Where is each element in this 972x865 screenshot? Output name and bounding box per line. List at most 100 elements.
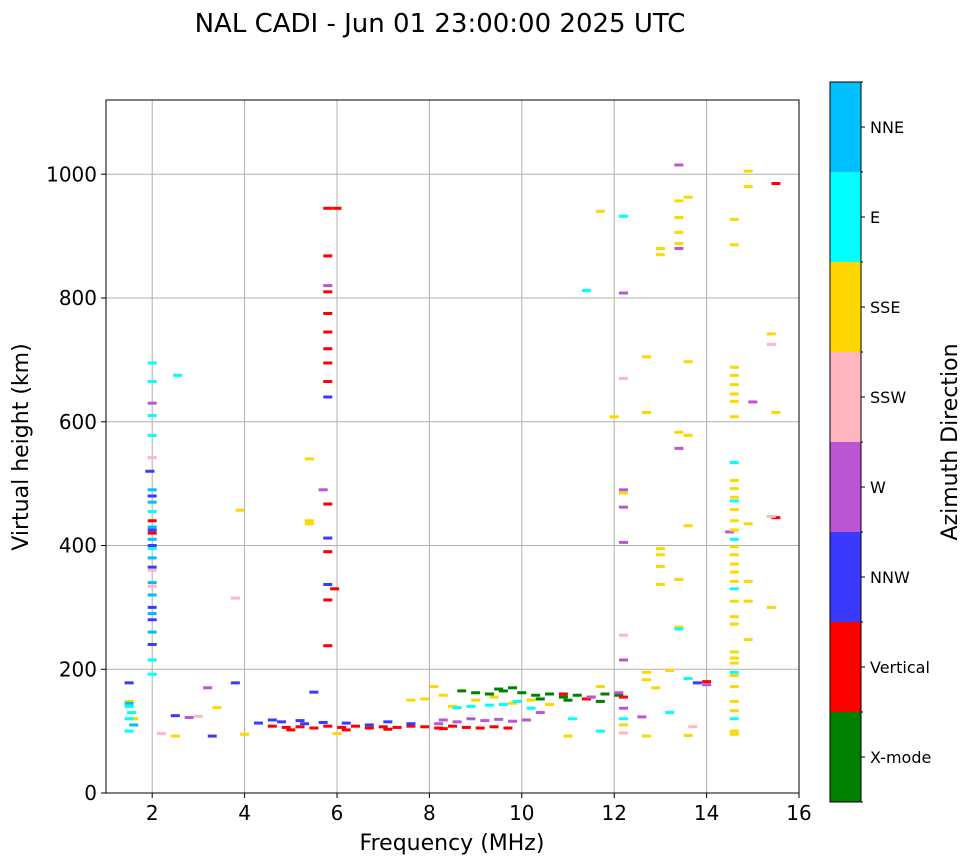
plot-background [106,100,799,793]
data-point [124,717,134,721]
data-point [147,584,157,588]
data-point [674,163,684,167]
data-point [147,500,157,504]
y-tick-label: 0 [84,781,97,805]
data-point [729,373,739,377]
data-point [595,729,605,733]
data-point [600,692,610,696]
data-point [729,656,739,660]
data-point [729,685,739,689]
data-point [743,185,753,189]
data-point [674,430,684,434]
data-point [674,242,684,246]
colorbar-category-label: Vertical [870,658,930,677]
data-marks [124,163,781,738]
data-point [729,508,739,512]
colorbar-swatch [830,262,861,352]
data-point [729,519,739,523]
data-point [655,553,665,557]
data-point [147,488,157,492]
data-point [438,727,448,731]
data-point [129,717,139,721]
data-point [267,724,277,728]
data-point [618,540,628,544]
data-point [323,582,333,586]
data-point [563,734,573,738]
data-point [124,681,134,685]
data-point [147,380,157,384]
data-point [609,415,619,419]
data-point [729,699,739,703]
data-point [341,721,351,725]
data-point [725,530,735,534]
data-point [124,701,134,705]
data-point [531,693,541,697]
data-point [253,721,263,725]
data-point [651,686,661,690]
data-point [480,719,490,723]
data-point [568,717,578,721]
x-tick-label: 16 [786,801,811,825]
x-tick-label: 4 [238,801,251,825]
data-point [147,433,157,437]
data-point [526,698,536,702]
data-point [147,519,157,523]
data-point [545,703,555,707]
data-point [323,347,333,351]
data-point [683,677,693,681]
data-point [655,547,665,551]
data-point [452,720,462,724]
chart-title: NAL CADI - Jun 01 23:00:00 2025 UTC [195,9,686,39]
data-point [466,704,476,708]
data-point [323,550,333,554]
data-point [688,725,698,729]
data-point [147,565,157,569]
colorbar: X-mode Vertical NNW W SSW SSE E NNE [829,81,931,803]
data-point [420,725,430,729]
colorbar-category-label: X-mode [870,748,931,767]
data-point [618,488,628,492]
data-point [173,373,183,377]
data-point [147,643,157,646]
data-point [618,717,628,721]
data-point [147,568,157,572]
data-point [508,719,518,723]
x-tick-label: 14 [694,801,719,825]
data-point [729,661,739,665]
colorbar-category-label: NNW [870,568,910,587]
colorbar-swatch [830,712,861,802]
data-point [729,495,739,499]
data-point [286,728,296,732]
data-point [729,562,739,566]
data-point [337,725,347,729]
data-point [618,376,628,380]
x-tick-label: 2 [146,801,159,825]
x-tick-label: 8 [423,801,436,825]
data-point [434,722,444,726]
data-point [277,720,287,724]
data-point [323,598,333,602]
data-point [614,691,624,695]
data-point [558,692,568,696]
data-point [147,525,157,529]
data-point [318,488,328,492]
data-point [508,701,518,705]
data-point [729,399,739,403]
data-point [655,247,665,250]
data-point [330,587,340,591]
data-point [147,547,157,551]
data-point [729,415,739,419]
data-point [729,717,739,721]
data-point [147,618,157,622]
data-point [674,230,684,234]
data-point [729,670,739,674]
data-point [618,706,628,710]
data-point [563,698,573,702]
data-point [383,720,393,724]
colorbar-swatch [830,172,861,262]
data-point [729,479,739,483]
data-point [392,725,402,729]
data-point [743,638,753,642]
colorbar-category-label: NNE [870,118,904,137]
